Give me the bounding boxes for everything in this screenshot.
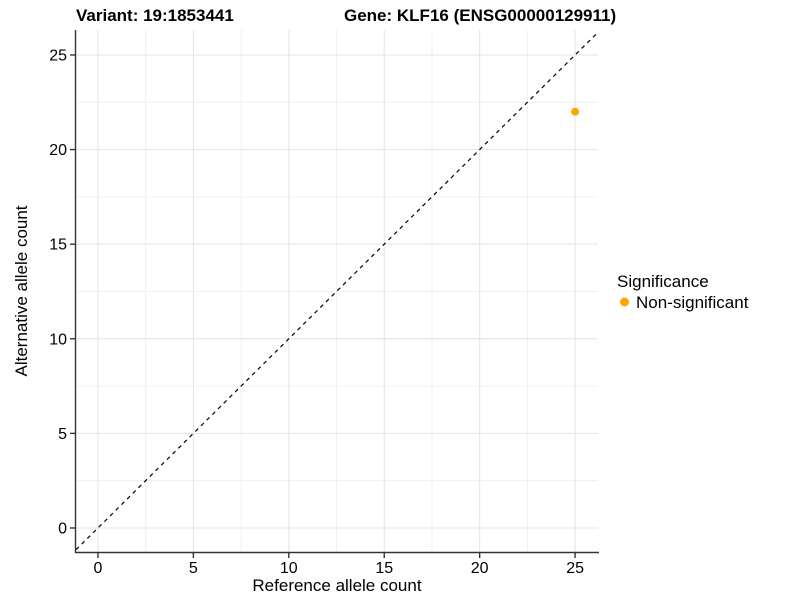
x-tick-label: 5 <box>189 560 198 577</box>
y-tick-label: 10 <box>49 331 67 348</box>
y-axis-label: Alternative allele count <box>12 205 31 376</box>
y-tick-label: 15 <box>49 237 67 254</box>
legend-title: Significance <box>617 272 709 291</box>
data-point <box>571 107 580 116</box>
plot-title-variant: Variant: 19:1853441 <box>76 6 234 25</box>
x-tick-label: 10 <box>280 560 298 577</box>
plot-title-gene: Gene: KLF16 (ENSG00000129911) <box>344 6 616 25</box>
y-tick-label: 20 <box>49 142 67 159</box>
identity-line <box>75 31 599 551</box>
plot-panel: 0 5 10 15 20 25 0 5 10 15 20 25 <box>49 30 599 577</box>
x-tick-label: 25 <box>566 560 584 577</box>
y-tick-label: 0 <box>58 520 67 537</box>
x-tick-label: 0 <box>93 560 102 577</box>
x-axis-label: Reference allele count <box>252 576 421 595</box>
legend-key-dot-icon <box>620 297 629 307</box>
legend: Significance Non-significant <box>617 272 749 312</box>
legend-item-label: Non-significant <box>636 293 749 312</box>
y-tick-label: 5 <box>58 426 67 443</box>
x-tick-label: 15 <box>375 560 393 577</box>
x-tick-label: 20 <box>471 560 489 577</box>
y-tick-label: 25 <box>49 47 67 64</box>
